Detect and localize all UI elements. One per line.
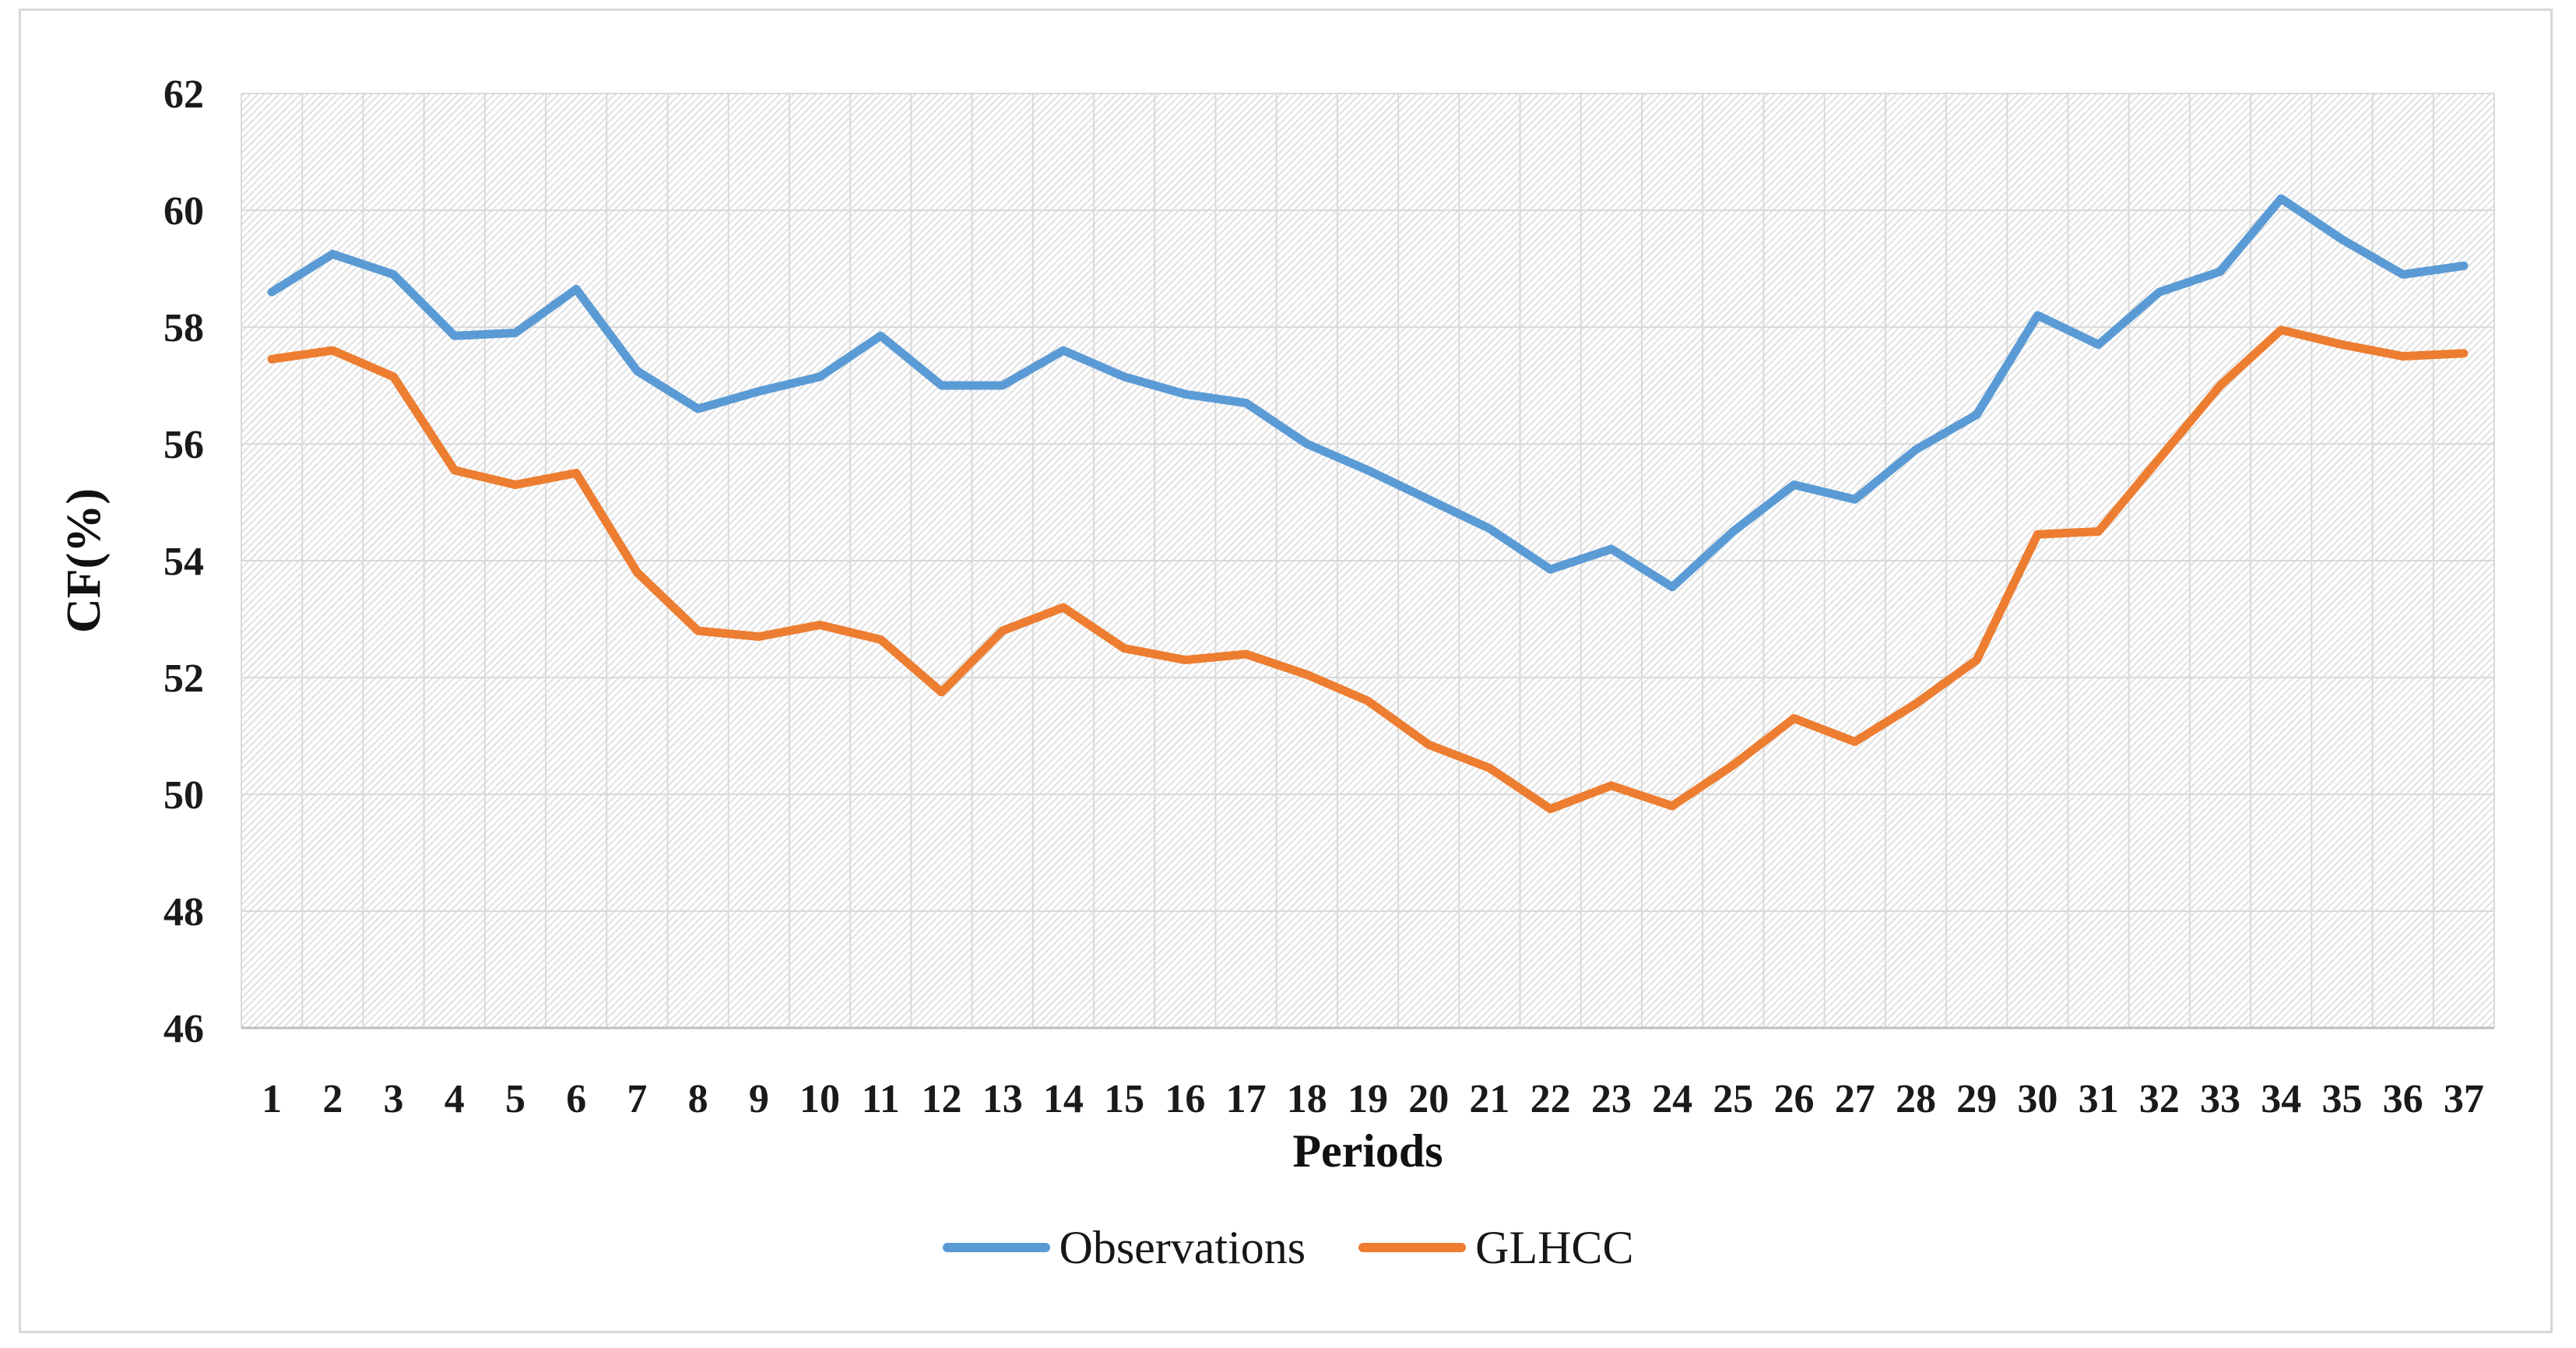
- legend-label-glhcc: GLHCC: [1475, 1222, 1634, 1273]
- y-tick-label: 62: [163, 72, 204, 117]
- x-tick-label: 36: [2383, 1077, 2423, 1121]
- x-tick-label: 24: [1652, 1077, 1692, 1121]
- x-tick-label: 7: [627, 1077, 647, 1121]
- x-tick-label: 12: [921, 1077, 961, 1121]
- x-tick-label: 27: [1835, 1077, 1875, 1121]
- y-tick-label: 58: [163, 306, 204, 350]
- x-tick-label: 9: [749, 1077, 769, 1121]
- x-tick-label: 3: [384, 1077, 404, 1121]
- x-tick-label: 14: [1043, 1077, 1084, 1121]
- glhcc-line-swatch: [1358, 1243, 1467, 1252]
- observations-line-swatch: [942, 1243, 1050, 1252]
- x-tick-label: 6: [566, 1077, 586, 1121]
- x-tick-label: 4: [445, 1077, 465, 1121]
- x-tick-label: 17: [1226, 1077, 1267, 1121]
- legend-label-observations: Observations: [1059, 1222, 1306, 1273]
- glhcc-line: [267, 326, 2469, 814]
- x-tick-label: 18: [1287, 1077, 1327, 1121]
- x-tick-label: 32: [2139, 1077, 2180, 1121]
- x-tick-label: 26: [1774, 1077, 1815, 1121]
- y-tick-label: 56: [163, 423, 204, 467]
- x-tick-label: 5: [505, 1077, 525, 1121]
- x-tick-label: 19: [1348, 1077, 1388, 1121]
- x-axis-title: Periods: [1292, 1125, 1443, 1177]
- x-tick-label: 8: [688, 1077, 708, 1121]
- y-tick-label: 54: [163, 540, 204, 584]
- x-axis-tick-labels: 1 2 3 4 5 6 7 8 9 10 11 12 13 14 15 16 17 18 19 20 21 22 23 24 2…: [262, 1077, 2484, 1121]
- x-tick-label: 28: [1896, 1077, 1936, 1121]
- y-axis-title: CF(%): [58, 488, 111, 633]
- x-tick-label: 33: [2200, 1077, 2240, 1121]
- x-tick-label: 16: [1165, 1077, 1205, 1121]
- x-tick-label: 34: [2261, 1077, 2301, 1121]
- x-tick-label: 20: [1408, 1077, 1449, 1121]
- x-tick-label: 1: [262, 1077, 282, 1121]
- x-tick-label: 30: [2017, 1077, 2058, 1121]
- x-tick-label: 29: [1956, 1077, 1997, 1121]
- x-tick-label: 2: [322, 1077, 343, 1121]
- x-tick-label: 35: [2321, 1077, 2362, 1121]
- y-tick-label: 50: [163, 773, 204, 818]
- y-axis-tick-labels: 46 48 50 52 54 56 58 60 62: [163, 72, 204, 1051]
- x-tick-label: 31: [2079, 1077, 2119, 1121]
- legend-item-observations: Observations: [942, 1222, 1306, 1273]
- x-tick-label: 25: [1713, 1077, 1753, 1121]
- x-tick-label: 22: [1530, 1077, 1571, 1121]
- y-tick-label: 52: [163, 656, 204, 701]
- observations-line: [267, 194, 2469, 592]
- y-tick-label: 48: [163, 890, 204, 934]
- legend-item-glhcc: GLHCC: [1358, 1224, 1633, 1271]
- legend: Observations GLHCC: [0, 1224, 2576, 1271]
- x-tick-label: 23: [1591, 1077, 1632, 1121]
- x-tick-label: 13: [982, 1077, 1023, 1121]
- y-tick-label: 46: [163, 1007, 204, 1051]
- y-tick-label: 60: [163, 189, 204, 234]
- horizontal-gridlines: [241, 93, 2494, 1029]
- x-tick-label: 11: [862, 1077, 900, 1121]
- data-series: [267, 194, 2469, 814]
- x-tick-label: 15: [1104, 1077, 1144, 1121]
- x-tick-label: 10: [800, 1077, 840, 1121]
- x-tick-label: 21: [1469, 1077, 1509, 1121]
- x-tick-label: 37: [2444, 1077, 2484, 1121]
